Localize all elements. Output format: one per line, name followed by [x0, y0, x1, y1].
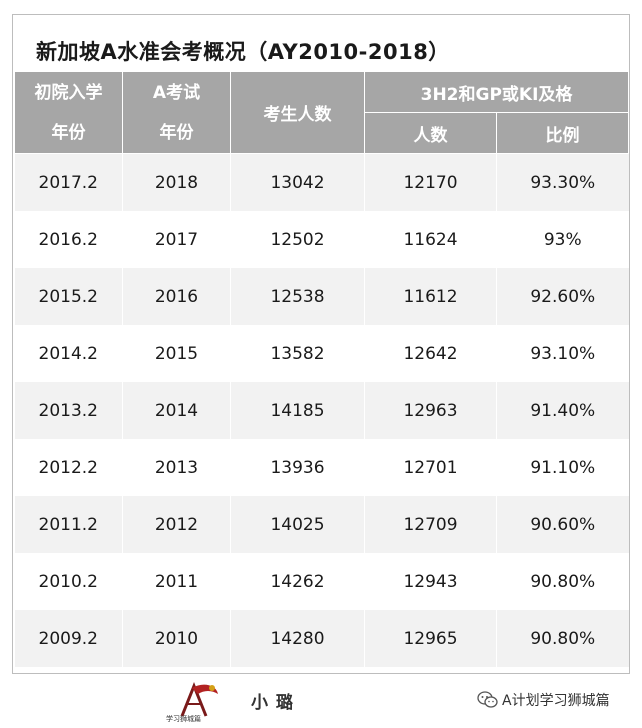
passed-cell: 12701	[364, 439, 497, 496]
table-row: 2011.2 2012 14025 12709 90.60%	[14, 496, 629, 553]
entry-year-cell: 2015.2	[14, 268, 123, 325]
entry-year-cell: 2016.2	[14, 211, 123, 268]
table-row: 2016.2 2017 12502 11624 93%	[14, 211, 629, 268]
ratio-cell: 91.10%	[496, 439, 629, 496]
ratio-cell: 90.80%	[496, 610, 629, 667]
table-row: 2012.2 2013 13936 12701 91.10%	[14, 439, 629, 496]
candidates-cell: 14262	[230, 553, 365, 610]
ratio-cell: 90.60%	[496, 496, 629, 553]
table-row: 2009.2 2010 14280 12965 90.80%	[14, 610, 629, 667]
header-pass-ratio: 比例	[495, 112, 630, 154]
lion-city-logo-icon	[180, 681, 218, 717]
header-pass-count: 人数	[364, 112, 497, 154]
header-entry-year-line1: 初院入学	[34, 82, 103, 103]
ratio-cell: 93.30%	[496, 153, 629, 211]
header-entry-year: 初院入学 年份	[14, 71, 123, 154]
entry-year-cell: 2013.2	[14, 382, 123, 439]
exam-year-cell: 2011	[122, 553, 231, 610]
table-row: 2010.2 2011 14262 12943 90.80%	[14, 553, 629, 610]
footer: 学习狮城篇 小璐 A计划学习狮城篇	[0, 676, 642, 728]
candidates-cell: 14185	[230, 382, 365, 439]
candidates-cell: 14280	[230, 610, 365, 667]
header-entry-year-line2: 年份	[51, 122, 86, 143]
candidates-cell: 13042	[230, 153, 365, 211]
exam-year-cell: 2017	[122, 211, 231, 268]
table-row: 2015.2 2016 12538 11612 92.60%	[14, 268, 629, 325]
entry-year-cell: 2011.2	[14, 496, 123, 553]
entry-year-cell: 2014.2	[14, 325, 123, 382]
header-exam-year-line2: 年份	[159, 122, 194, 143]
exam-year-cell: 2018	[122, 153, 231, 211]
candidates-cell: 12538	[230, 268, 365, 325]
exam-year-cell: 2016	[122, 268, 231, 325]
table-body: 2017.2 2018 13042 12170 93.30% 2016.2 2017 1250…	[14, 153, 629, 667]
entry-year-cell: 2010.2	[14, 553, 123, 610]
ratio-cell: 93%	[496, 211, 629, 268]
passed-cell: 12709	[364, 496, 497, 553]
header-pass-group: 3H2和GP或KI及格	[363, 71, 630, 113]
ratio-cell: 90.80%	[496, 553, 629, 610]
account-name: A计划学习狮城篇	[502, 693, 610, 709]
header-exam-year: A考试 年份	[122, 71, 231, 154]
table-row: 2013.2 2014 14185 12963 91.40%	[14, 382, 629, 439]
ratio-cell: 91.40%	[496, 382, 629, 439]
logo-caption: 学习狮城篇	[166, 715, 201, 723]
entry-year-cell: 2012.2	[14, 439, 123, 496]
exam-year-cell: 2015	[122, 325, 231, 382]
ratio-cell: 93.10%	[496, 325, 629, 382]
passed-cell: 12170	[364, 153, 497, 211]
passed-cell: 12963	[364, 382, 497, 439]
exam-year-cell: 2010	[122, 610, 231, 667]
entry-year-cell: 2017.2	[14, 153, 123, 211]
passed-cell: 11612	[364, 268, 497, 325]
exam-year-cell: 2013	[122, 439, 231, 496]
candidates-cell: 14025	[230, 496, 365, 553]
entry-year-cell: 2009.2	[14, 610, 123, 667]
table-row: 2017.2 2018 13042 12170 93.30%	[14, 153, 629, 211]
exam-year-cell: 2014	[122, 382, 231, 439]
ratio-cell: 92.60%	[496, 268, 629, 325]
passed-cell: 12642	[364, 325, 497, 382]
candidates-cell: 12502	[230, 211, 365, 268]
header-candidates: 考生人数	[230, 71, 365, 154]
passed-cell: 12943	[364, 553, 497, 610]
candidates-cell: 13936	[230, 439, 365, 496]
candidates-cell: 13582	[230, 325, 365, 382]
exam-year-cell: 2012	[122, 496, 231, 553]
passed-cell: 11624	[364, 211, 497, 268]
header-exam-year-line1: A考试	[152, 82, 201, 103]
page-title: 新加坡A水准会考概况（AY2010-2018）	[36, 40, 450, 64]
table-row: 2014.2 2015 13582 12642 93.10%	[14, 325, 629, 382]
exam-stats-table: 初院入学 年份 A考试 年份 考生人数 3H2和GP或KI及格 人数 比例 20…	[14, 71, 630, 667]
passed-cell: 12965	[364, 610, 497, 667]
author-name: 小璐	[251, 693, 301, 713]
wechat-icon	[477, 691, 498, 708]
